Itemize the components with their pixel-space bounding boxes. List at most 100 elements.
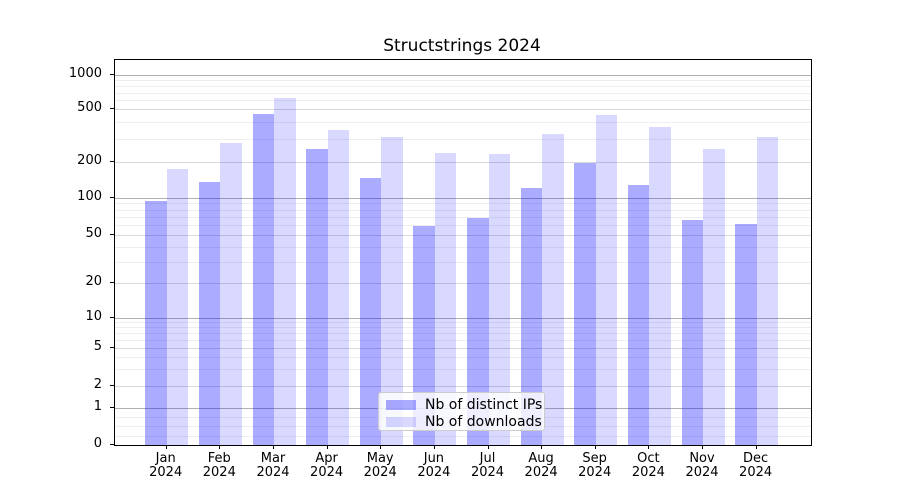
y-tick-label: 0 bbox=[93, 436, 102, 451]
x-tick-label: Aug 2024 bbox=[524, 451, 558, 480]
y-tick-mark bbox=[110, 347, 114, 348]
gridline bbox=[115, 235, 811, 236]
gridline bbox=[115, 327, 811, 329]
y-tick-label: 50 bbox=[85, 226, 102, 241]
gridline bbox=[115, 348, 811, 349]
bar-downloads-aug bbox=[542, 134, 564, 445]
x-tick-label: Nov 2024 bbox=[685, 451, 719, 480]
y-tick-label: 1000 bbox=[68, 66, 102, 81]
x-tick-mark bbox=[273, 445, 274, 449]
x-tick-mark bbox=[326, 445, 328, 449]
gridline bbox=[115, 317, 811, 319]
gridline bbox=[115, 368, 811, 370]
y-tick-label: 2 bbox=[93, 376, 102, 392]
bar-downloads-dec bbox=[756, 137, 779, 445]
x-tick-label: Jun 2024 bbox=[417, 451, 451, 480]
y-tick-label: 1 bbox=[93, 398, 102, 414]
gridline bbox=[115, 435, 811, 437]
bar-distinct-ips-jun bbox=[413, 226, 435, 445]
gridline bbox=[115, 283, 811, 284]
bar-downloads-jun bbox=[434, 153, 457, 445]
gridline bbox=[115, 333, 811, 335]
gridline bbox=[115, 75, 811, 76]
legend: Nb of distinct IPs Nb of downloads bbox=[378, 392, 545, 431]
chart-title: Structstrings 2024 bbox=[383, 36, 541, 56]
gridline bbox=[115, 162, 811, 163]
y-tick-label: 500 bbox=[77, 100, 102, 116]
y-tick-mark bbox=[110, 74, 114, 75]
bar-downloads-nov bbox=[703, 148, 725, 445]
gridline bbox=[115, 203, 811, 205]
y-tick-mark bbox=[110, 282, 114, 283]
gridline bbox=[115, 261, 811, 263]
gridline bbox=[115, 385, 811, 387]
gridline bbox=[115, 86, 811, 87]
gridline bbox=[115, 122, 811, 124]
bar-downloads-sep bbox=[595, 115, 618, 445]
y-tick-label: 100 bbox=[77, 188, 102, 204]
gridline bbox=[115, 246, 811, 248]
legend-label-distinct-ips: Nb of distinct IPs bbox=[425, 397, 543, 413]
x-tick-mark bbox=[755, 445, 757, 449]
x-tick-mark bbox=[648, 445, 650, 449]
x-tick-mark bbox=[433, 445, 435, 449]
gridline bbox=[115, 197, 811, 199]
y-tick-mark bbox=[110, 316, 114, 318]
bar-distinct-ips-may bbox=[359, 178, 382, 445]
gridline bbox=[115, 80, 811, 82]
bar-distinct-ips-dec bbox=[735, 224, 757, 445]
legend-label-downloads: Nb of downloads bbox=[425, 414, 542, 430]
gridline bbox=[115, 92, 811, 94]
y-tick-mark bbox=[110, 384, 114, 386]
bar-distinct-ips-feb bbox=[198, 181, 221, 445]
bar-distinct-ips-jul bbox=[467, 217, 489, 445]
bar-downloads-jul bbox=[488, 153, 510, 445]
y-tick-mark bbox=[110, 196, 114, 198]
y-tick-label: 5 bbox=[93, 339, 102, 354]
x-tick-label: Dec 2024 bbox=[739, 451, 773, 480]
y-tick-label: 200 bbox=[77, 153, 102, 168]
bar-downloads-apr bbox=[327, 130, 350, 445]
x-tick-label: Apr 2024 bbox=[310, 451, 344, 480]
legend-item-downloads: Nb of downloads bbox=[386, 414, 544, 430]
x-tick-label: Jul 2024 bbox=[470, 451, 505, 480]
bar-downloads-may bbox=[381, 137, 403, 445]
gridline bbox=[115, 109, 811, 111]
bar-distinct-ips-oct bbox=[627, 185, 650, 445]
x-tick-mark bbox=[165, 445, 167, 449]
x-tick-label: Jan 2024 bbox=[149, 451, 183, 480]
bar-distinct-ips-sep bbox=[574, 162, 596, 445]
legend-item-distinct-ips: Nb of distinct IPs bbox=[386, 397, 544, 413]
bar-downloads-feb bbox=[220, 143, 242, 445]
x-tick-mark bbox=[541, 445, 543, 449]
x-tick-label: Sep 2024 bbox=[578, 451, 612, 480]
plot-area bbox=[114, 59, 812, 446]
x-tick-mark bbox=[219, 445, 221, 449]
bar-distinct-ips-nov bbox=[681, 220, 703, 445]
x-tick-mark bbox=[594, 445, 596, 449]
bar-distinct-ips-jan bbox=[145, 201, 167, 445]
y-tick-label: 10 bbox=[85, 308, 102, 324]
x-tick-mark bbox=[380, 445, 382, 449]
gridline bbox=[115, 209, 811, 211]
bar-distinct-ips-apr bbox=[306, 149, 328, 445]
y-tick-mark bbox=[110, 444, 114, 445]
bar-distinct-ips-mar bbox=[252, 114, 274, 445]
y-tick-mark bbox=[110, 234, 114, 235]
x-tick-label: May 2024 bbox=[363, 451, 397, 480]
gridline bbox=[115, 138, 811, 140]
legend-swatch-distinct-ips bbox=[386, 400, 416, 410]
x-tick-mark bbox=[702, 445, 703, 449]
gridline bbox=[115, 322, 811, 324]
x-tick-label: Oct 2024 bbox=[631, 451, 665, 480]
gridline bbox=[115, 216, 811, 218]
gridline bbox=[115, 100, 811, 102]
gridline bbox=[115, 357, 811, 359]
y-tick-mark bbox=[110, 406, 114, 408]
bar-downloads-oct bbox=[649, 126, 671, 445]
gridline bbox=[115, 225, 811, 227]
gridline bbox=[115, 340, 811, 341]
x-tick-label: Feb 2024 bbox=[202, 451, 236, 480]
x-tick-label: Mar 2024 bbox=[256, 451, 290, 480]
y-tick-label: 20 bbox=[85, 274, 102, 289]
